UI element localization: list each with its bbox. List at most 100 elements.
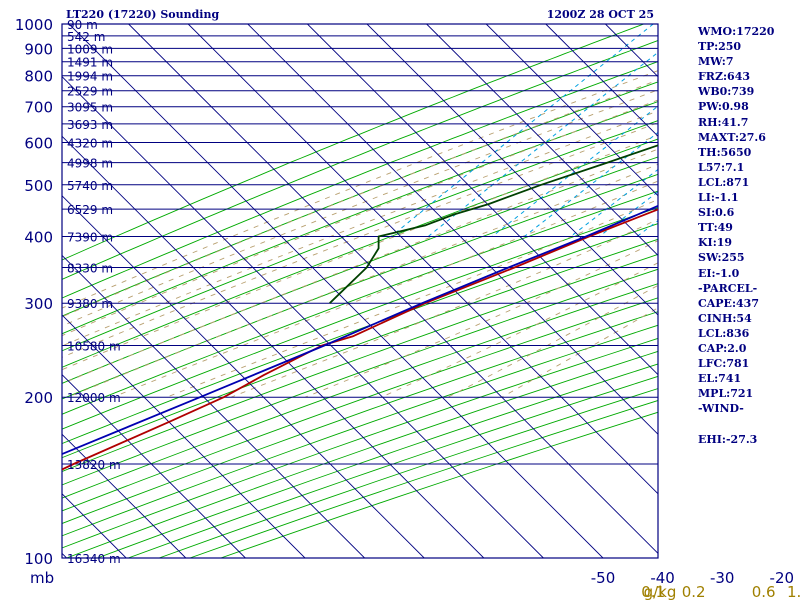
index-item: TP:250 bbox=[698, 40, 742, 54]
height-label: 7390 m bbox=[67, 230, 113, 244]
pressure-tick-label: 700 bbox=[24, 99, 53, 117]
pressure-tick-label: 300 bbox=[24, 295, 53, 313]
dry-adiabat bbox=[62, 101, 658, 335]
index-item: EHI:-27.3 bbox=[698, 432, 758, 446]
indices-panel: WMO:17220 TP:250 MW:7 FRZ:643 WB0:739 PW:0.98… bbox=[698, 24, 774, 447]
temperature-tick-label: -40 bbox=[650, 569, 675, 587]
moist-adiabat bbox=[166, 198, 658, 398]
index-item: WMO:17220 bbox=[698, 25, 775, 38]
height-label: 9380 m bbox=[67, 297, 113, 311]
moist-adiabat bbox=[62, 148, 658, 385]
index-item: LFC:781 bbox=[698, 357, 750, 371]
index-item: LCL:836 bbox=[698, 326, 750, 340]
grid-lines bbox=[0, 24, 658, 558]
mixing-ratio-line bbox=[427, 51, 658, 237]
height-label: 10580 m bbox=[67, 340, 121, 354]
pressure-tick-label: 600 bbox=[24, 134, 53, 152]
index-item: CAPE:437 bbox=[698, 296, 759, 310]
pressure-tick-label: 900 bbox=[24, 40, 53, 58]
mixing-ratio-tick-label: 0.2 bbox=[682, 583, 706, 600]
height-label: 3693 m bbox=[67, 118, 113, 132]
dry-adiabat bbox=[62, 311, 658, 524]
dry-adiabat bbox=[62, 207, 658, 430]
index-item: WB0:739 bbox=[698, 85, 755, 99]
index-item: SI:0.6 bbox=[698, 206, 735, 220]
index-item: CAP:2.0 bbox=[698, 341, 747, 355]
dry-adiabat bbox=[66, 350, 658, 558]
isotherm bbox=[545, 24, 658, 137]
dry-adiabat bbox=[62, 324, 658, 537]
height-label: 3095 m bbox=[67, 101, 113, 115]
index-item: -PARCEL- bbox=[698, 281, 758, 295]
dry-adiabat bbox=[62, 283, 658, 499]
index-item: EL:741 bbox=[698, 372, 742, 386]
index-item: MW:7 bbox=[698, 55, 734, 69]
dry-adiabat bbox=[97, 363, 658, 558]
index-item: SW:255 bbox=[698, 251, 745, 265]
pressure-tick-label: 500 bbox=[24, 177, 53, 195]
index-item: TH:5650 bbox=[698, 145, 752, 159]
index-item: RH:41.7 bbox=[698, 115, 749, 129]
dry-adiabat bbox=[62, 297, 658, 512]
pressure-tick-label: 100 bbox=[24, 550, 53, 568]
height-label: 2529 m bbox=[67, 85, 113, 99]
dry-adiabat bbox=[62, 268, 658, 486]
pressure-tick-label: 400 bbox=[24, 228, 53, 246]
index-item: LI:-1.1 bbox=[698, 191, 739, 205]
isotherm bbox=[68, 24, 604, 558]
height-label: 6529 m bbox=[67, 203, 113, 217]
moist-adiabat bbox=[305, 240, 658, 398]
isotherm bbox=[62, 135, 485, 558]
isotherm bbox=[0, 24, 7, 558]
chart-title: LT220 (17220) Sounding bbox=[66, 8, 220, 21]
index-item: -WIND- bbox=[698, 402, 744, 416]
height-label: 1009 m bbox=[67, 42, 113, 56]
dry-adiabat bbox=[62, 337, 658, 549]
index-item: TT:49 bbox=[698, 221, 733, 235]
pressure-unit-label: mb bbox=[30, 569, 54, 587]
index-item: CINH:54 bbox=[698, 311, 752, 325]
dry-adiabat bbox=[62, 238, 658, 459]
dry-adiabat bbox=[62, 138, 658, 368]
index-item: FRZ:643 bbox=[698, 70, 751, 84]
dry-adiabat bbox=[62, 190, 658, 415]
isotherm bbox=[62, 75, 544, 558]
height-label: 13820 m bbox=[67, 458, 121, 472]
height-label: 90 m bbox=[67, 18, 98, 32]
moist-adiabat bbox=[112, 180, 658, 398]
height-label: 542 m bbox=[67, 30, 105, 44]
pressure-tick-label: 800 bbox=[24, 68, 53, 86]
dry-adiabat bbox=[62, 81, 658, 317]
dry-adiabat bbox=[62, 223, 658, 445]
height-label: 16340 m bbox=[67, 552, 121, 566]
dry-adiabat bbox=[62, 173, 658, 400]
moist-adiabat bbox=[381, 262, 658, 398]
index-item: MAXT:27.6 bbox=[698, 130, 766, 144]
isotherm bbox=[62, 433, 187, 558]
mixing-ratio-unit-label: g/kg bbox=[644, 583, 677, 600]
isotherm bbox=[128, 24, 658, 555]
index-item bbox=[698, 416, 774, 431]
isotherm bbox=[247, 24, 658, 435]
index-item: EI:-1.0 bbox=[698, 266, 740, 280]
pressure-tick-label: 1000 bbox=[15, 16, 53, 34]
height-label: 8330 m bbox=[67, 261, 113, 275]
isotherm bbox=[62, 373, 246, 558]
isotherm bbox=[366, 24, 658, 316]
isotherm bbox=[62, 254, 365, 558]
isotherm bbox=[307, 24, 658, 376]
height-label: 12000 m bbox=[67, 391, 121, 405]
isotherm bbox=[62, 195, 425, 558]
plot-frame bbox=[61, 23, 659, 559]
dry-adiabat bbox=[62, 120, 658, 352]
dry-adiabat bbox=[62, 253, 658, 472]
temperature-tick-label: -50 bbox=[591, 569, 616, 587]
isotherm bbox=[62, 314, 306, 558]
isotherm bbox=[426, 24, 658, 257]
temperature-line bbox=[62, 208, 658, 471]
index-item: PW:0.98 bbox=[698, 100, 749, 114]
temperature-tick-label: -20 bbox=[770, 569, 795, 587]
moist-adiabat bbox=[62, 122, 658, 358]
height-label: 1994 m bbox=[67, 70, 113, 84]
dewpoint-line bbox=[329, 144, 658, 304]
